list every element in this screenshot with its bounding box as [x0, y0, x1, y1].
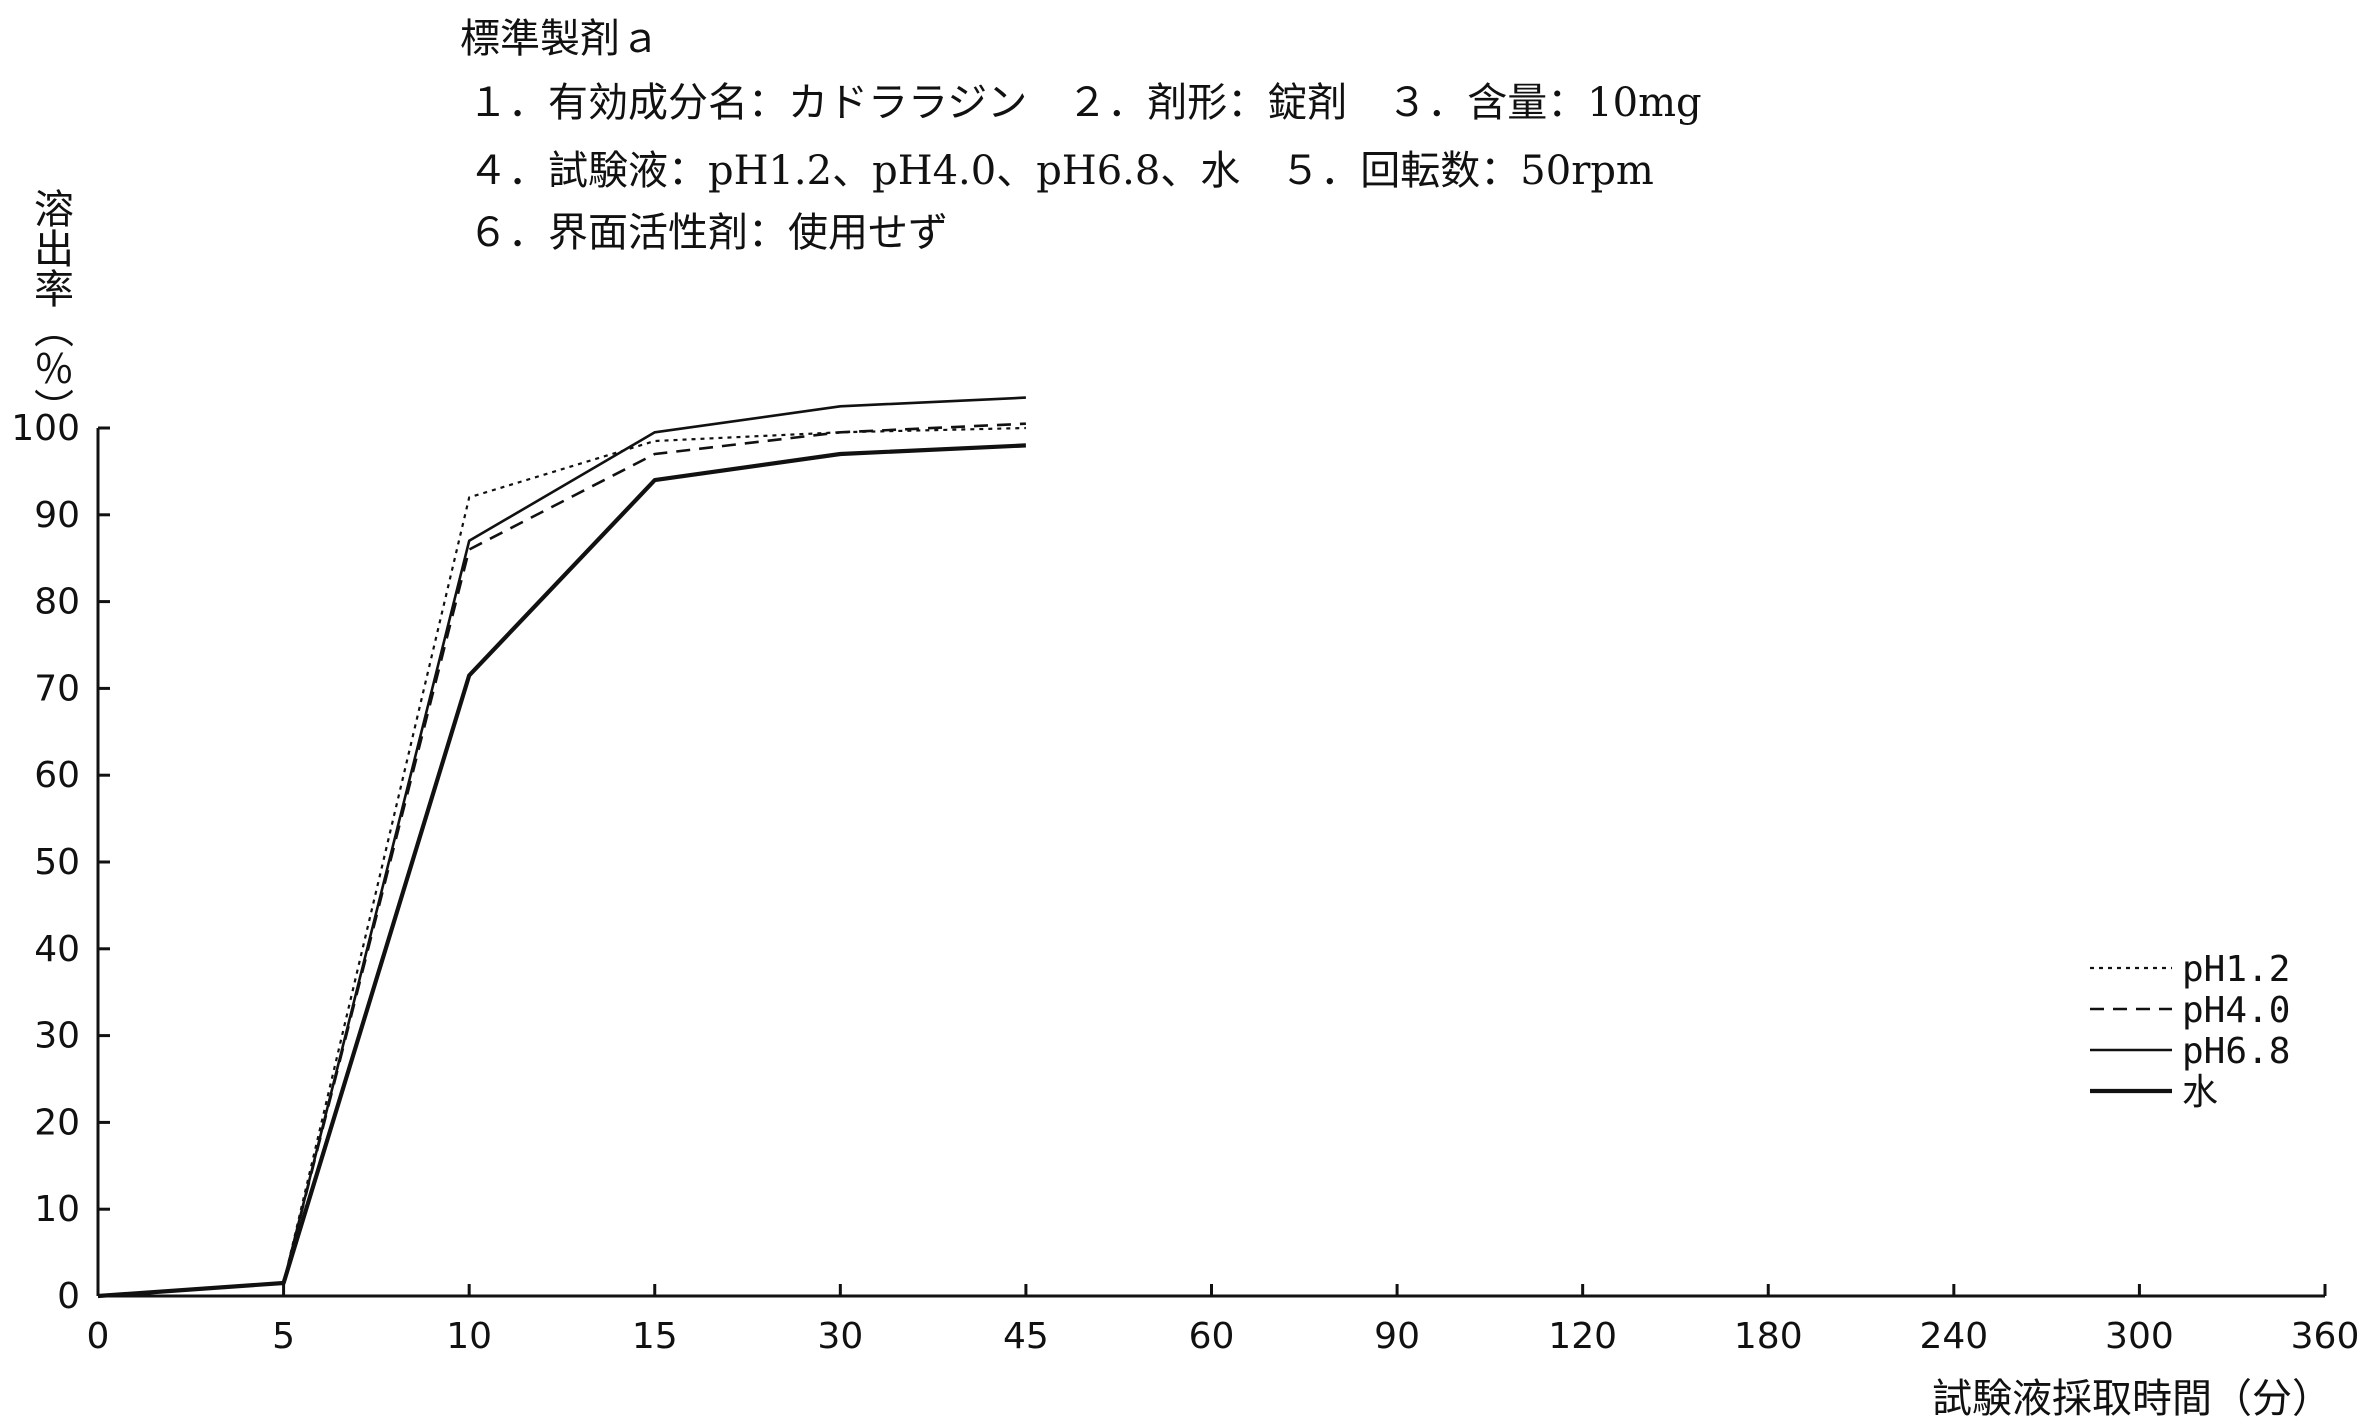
condition-line-3: ６．界面活性剤：使用せず	[468, 210, 948, 256]
x-tick-label: 45	[1003, 1316, 1049, 1357]
y-tick-label: 50	[34, 842, 80, 883]
x-tick-label: 10	[446, 1316, 492, 1357]
legend-label: pH1.2	[2182, 949, 2290, 990]
x-tick-label: 90	[1374, 1316, 1420, 1357]
condition-line-2: ４．試験液：pH1.2、pH4.0、pH6.8、水 ５．回転数：50rpm	[468, 148, 1654, 194]
y-tick-label: 90	[34, 495, 80, 536]
y-tick-label: 100	[11, 408, 80, 449]
x-axis-label: 試験液採取時間（分）	[1932, 1376, 2332, 1422]
legend-label: pH4.0	[2182, 990, 2290, 1031]
x-tick-label: 15	[632, 1316, 678, 1357]
y-tick-label: 40	[34, 929, 80, 970]
legend-label: 水	[2182, 1072, 2218, 1113]
y-tick-label: 30	[34, 1016, 80, 1057]
x-tick-label: 120	[1548, 1316, 1617, 1357]
chart-title: 標準製剤ａ	[460, 16, 660, 62]
x-tick-label: 360	[2291, 1316, 2360, 1357]
series-line-2	[97, 422, 1026, 1298]
series-line-3	[97, 396, 1026, 1298]
y-tick-label: 70	[34, 668, 80, 709]
series-line-4	[97, 443, 1026, 1299]
y-tick-label: 60	[34, 755, 80, 796]
x-tick-label: 300	[2105, 1316, 2174, 1357]
condition-line-1: １．有効成分名：カドララジン ２．剤形：錠剤 ３．含量：10mg	[468, 80, 1702, 126]
series-layer	[97, 396, 1026, 1299]
x-tick-label: 5	[272, 1316, 295, 1357]
y-axis-label: 溶出率（％）	[27, 188, 73, 428]
y-tick-label: 0	[57, 1276, 80, 1317]
y-tick-label: 80	[34, 582, 80, 623]
chart-axes: 0 10 20 30 40 50 60 70 80 90 100 0 5 10 15 30 45 60 90 120 1…	[11, 408, 2359, 1357]
x-tick-label: 30	[817, 1316, 863, 1357]
legend-label: pH6.8	[2182, 1031, 2290, 1072]
x-tick-label: 240	[1919, 1316, 1988, 1357]
y-tick-label: 10	[34, 1189, 80, 1230]
x-tick-label: 180	[1734, 1316, 1803, 1357]
series-line-1	[97, 426, 1026, 1298]
y-tick-label: 20	[34, 1102, 80, 1143]
x-tick-label: 60	[1189, 1316, 1235, 1357]
x-tick-label: 0	[87, 1316, 110, 1357]
